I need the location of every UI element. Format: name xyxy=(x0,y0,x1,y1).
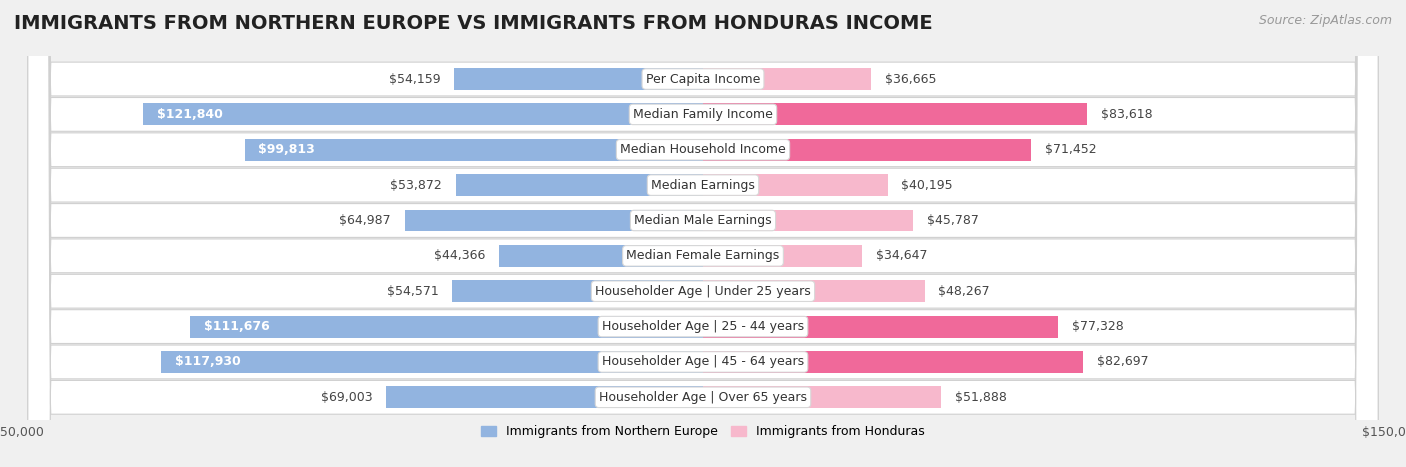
Bar xyxy=(405,210,703,232)
Text: $54,159: $54,159 xyxy=(389,72,440,85)
Text: Median Female Earnings: Median Female Earnings xyxy=(627,249,779,262)
Text: $34,647: $34,647 xyxy=(876,249,928,262)
Text: $40,195: $40,195 xyxy=(901,178,953,191)
Bar xyxy=(703,280,925,302)
Text: IMMIGRANTS FROM NORTHERN EUROPE VS IMMIGRANTS FROM HONDURAS INCOME: IMMIGRANTS FROM NORTHERN EUROPE VS IMMIG… xyxy=(14,14,932,33)
Bar xyxy=(453,280,703,302)
FancyBboxPatch shape xyxy=(28,0,1378,467)
Text: $83,618: $83,618 xyxy=(1101,108,1153,121)
Text: Source: ZipAtlas.com: Source: ZipAtlas.com xyxy=(1258,14,1392,27)
Bar xyxy=(703,139,1031,161)
FancyBboxPatch shape xyxy=(28,0,1378,467)
FancyBboxPatch shape xyxy=(28,0,1378,467)
Text: $111,676: $111,676 xyxy=(204,320,270,333)
Bar xyxy=(245,139,703,161)
FancyBboxPatch shape xyxy=(28,0,1378,467)
Text: $117,930: $117,930 xyxy=(176,355,240,368)
Bar xyxy=(703,386,942,408)
Text: $64,987: $64,987 xyxy=(339,214,391,227)
Text: $54,571: $54,571 xyxy=(387,285,439,298)
FancyBboxPatch shape xyxy=(28,0,1378,467)
Bar xyxy=(143,103,703,125)
Bar xyxy=(703,245,862,267)
Bar xyxy=(454,68,703,90)
Bar xyxy=(703,68,872,90)
Text: $82,697: $82,697 xyxy=(1097,355,1149,368)
Text: $45,787: $45,787 xyxy=(927,214,979,227)
Text: $99,813: $99,813 xyxy=(259,143,315,156)
Text: Median Household Income: Median Household Income xyxy=(620,143,786,156)
FancyBboxPatch shape xyxy=(28,0,1378,467)
Bar xyxy=(190,316,703,338)
Text: Householder Age | Under 25 years: Householder Age | Under 25 years xyxy=(595,285,811,298)
FancyBboxPatch shape xyxy=(28,0,1378,467)
Bar xyxy=(387,386,703,408)
Text: Householder Age | Over 65 years: Householder Age | Over 65 years xyxy=(599,391,807,404)
Legend: Immigrants from Northern Europe, Immigrants from Honduras: Immigrants from Northern Europe, Immigra… xyxy=(477,420,929,443)
FancyBboxPatch shape xyxy=(28,0,1378,467)
Bar xyxy=(162,351,703,373)
Text: Median Earnings: Median Earnings xyxy=(651,178,755,191)
Text: $121,840: $121,840 xyxy=(157,108,224,121)
Text: $48,267: $48,267 xyxy=(938,285,990,298)
Text: Median Family Income: Median Family Income xyxy=(633,108,773,121)
Text: $53,872: $53,872 xyxy=(389,178,441,191)
Bar xyxy=(703,210,914,232)
Text: $51,888: $51,888 xyxy=(955,391,1007,404)
FancyBboxPatch shape xyxy=(28,0,1378,467)
Bar xyxy=(456,174,703,196)
Text: $71,452: $71,452 xyxy=(1045,143,1097,156)
Text: $69,003: $69,003 xyxy=(321,391,373,404)
Bar xyxy=(703,351,1083,373)
Bar xyxy=(499,245,703,267)
Text: $77,328: $77,328 xyxy=(1071,320,1123,333)
Bar xyxy=(703,174,887,196)
Text: Per Capita Income: Per Capita Income xyxy=(645,72,761,85)
Text: Householder Age | 45 - 64 years: Householder Age | 45 - 64 years xyxy=(602,355,804,368)
FancyBboxPatch shape xyxy=(28,0,1378,467)
Bar xyxy=(703,103,1087,125)
Bar xyxy=(703,316,1059,338)
Text: $44,366: $44,366 xyxy=(434,249,485,262)
Text: $36,665: $36,665 xyxy=(886,72,936,85)
Text: Median Male Earnings: Median Male Earnings xyxy=(634,214,772,227)
Text: Householder Age | 25 - 44 years: Householder Age | 25 - 44 years xyxy=(602,320,804,333)
